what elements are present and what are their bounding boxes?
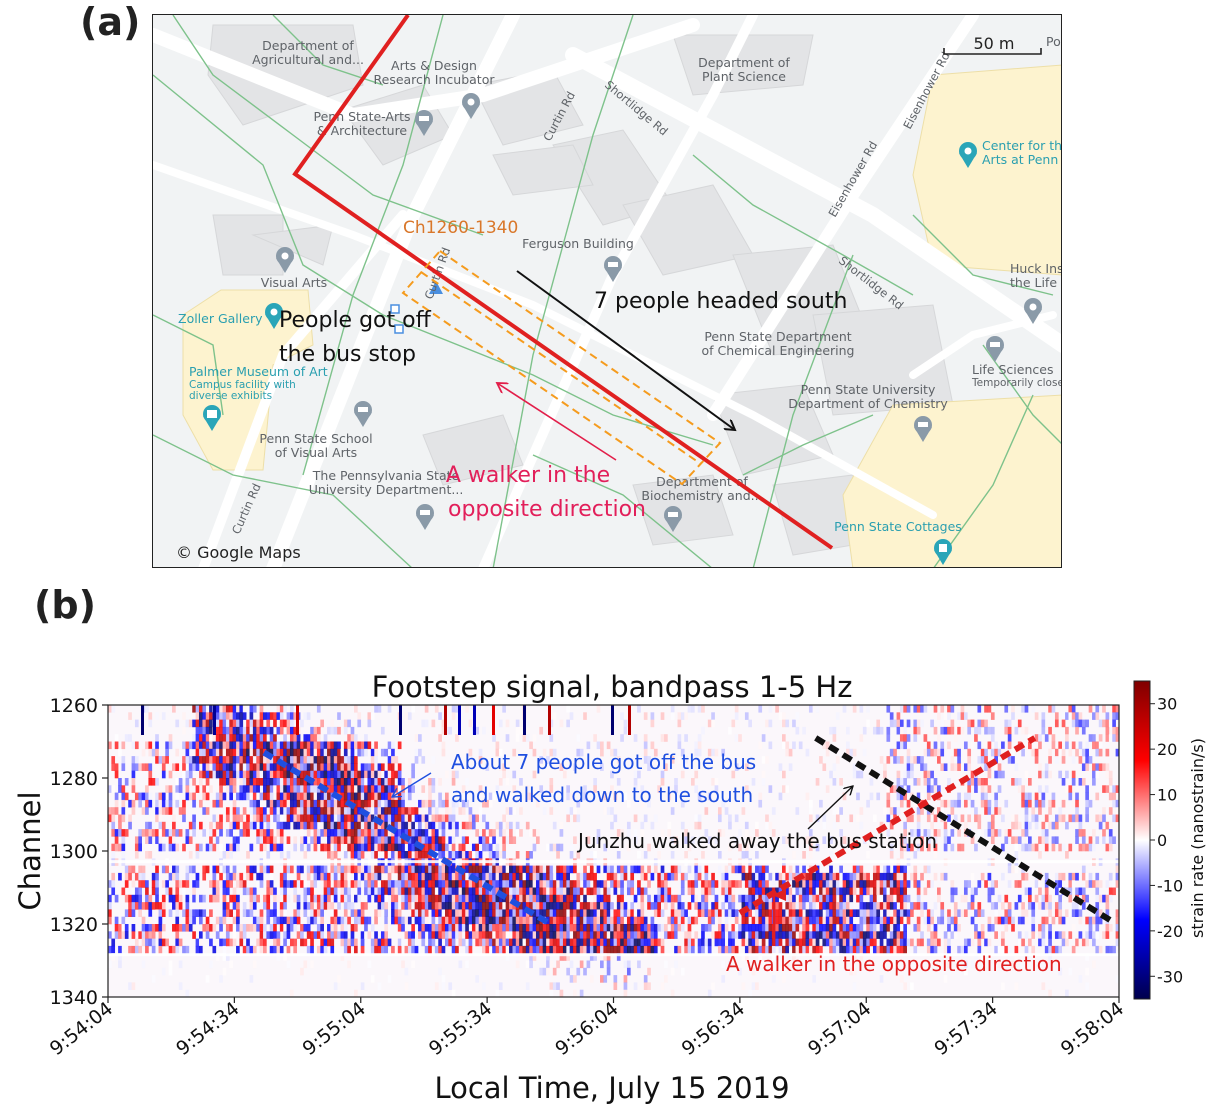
colorbar-tick-label: -30 (1157, 967, 1183, 986)
channel-box (401, 249, 722, 486)
heatmap-image (108, 705, 1120, 998)
y-tick-label: 1260 (50, 695, 98, 717)
map-markers (203, 93, 1042, 565)
y-axis-ticks: 1260 1280 1300 1320 1340 (50, 695, 108, 1009)
annotation-junzhu: Junzhu walked away the bus station (576, 829, 937, 853)
x-tick-label: 9:55:04 (299, 998, 370, 1060)
colorbar-tick-label: -20 (1157, 922, 1183, 941)
colorbar-ticks: 30 20 10 0 -10 -20 -30 (1150, 695, 1183, 986)
school-pin-icon (604, 256, 622, 282)
street-label: Eisenhower Rd (900, 50, 952, 132)
panel-a-label: (a) (80, 0, 141, 44)
x-tick-label: 9:57:34 (930, 998, 1001, 1060)
chart-panel: Footstep signal, bandpass 1-5 Hz 1260 128… (13, 670, 1207, 1105)
place-label: Department of Agricultural and... (252, 38, 364, 67)
place-label: Center for the Arts at Penn (982, 138, 1070, 167)
map-panel (152, 14, 1062, 568)
colorbar-tick-label: -10 (1157, 876, 1183, 895)
school-pin-icon (986, 336, 1004, 362)
map-scale-bar: 50 m (943, 34, 1042, 55)
place-label: Zoller Gallery (178, 311, 263, 326)
map-campus-areas (182, 64, 1061, 567)
walker-arrow (497, 383, 617, 461)
annotation-walker-chart: A walker in the opposite direction (726, 952, 1062, 976)
school-pin-icon (914, 416, 932, 442)
place-label: Visual Arts (261, 275, 327, 290)
place-label: The Pennsylvania State University Departm… (309, 468, 464, 497)
map-copyright: © Google Maps (176, 543, 301, 562)
street-label: Shortlidge Rd (602, 78, 671, 139)
lodging-pin-icon (934, 539, 952, 565)
street-label: Curtin Rd (540, 89, 578, 143)
x-axis-label: Local Time, July 15 2019 (434, 1071, 789, 1105)
trend-line (262, 749, 552, 927)
place-label: Department of Plant Science (698, 55, 790, 84)
map-pin-icon (1024, 298, 1042, 324)
place-label: Palmer Museum of Art Campus facility with… (189, 364, 328, 402)
place-label: Arts & Design Research Incubator (374, 58, 496, 87)
colorbar-tick-label: 20 (1157, 740, 1177, 759)
x-tick-label: 9:55:34 (425, 998, 496, 1060)
trend-line (814, 735, 1113, 923)
arts-pin-icon (959, 142, 977, 168)
y-tick-label: 1320 (50, 914, 98, 936)
map-footpaths (153, 15, 1061, 567)
gallery-pin-icon (265, 303, 283, 329)
trend-lines (262, 735, 1113, 927)
panel-b-label: (b) (34, 583, 96, 627)
school-pin-icon (664, 506, 682, 532)
map-roads (153, 15, 1061, 567)
museum-pin-icon (203, 405, 221, 431)
y-tick-label: 1340 (50, 987, 98, 1009)
fiber-route-line (292, 15, 834, 550)
school-pin-icon (354, 401, 372, 427)
place-label: Ferguson Building (522, 236, 634, 251)
bus-stop-icon (390, 304, 404, 334)
school-pin-icon (415, 110, 433, 136)
annotation-arrow (392, 772, 432, 797)
colorbar-label: strain rate (nanostrain/s) (1188, 738, 1207, 938)
scale-label: 50 m (973, 34, 1014, 53)
y-tick-label: 1300 (50, 841, 98, 863)
bus-stop-marker-icon (429, 281, 443, 294)
place-label: Huck Ins the Life (1010, 261, 1064, 290)
place-label: Penn State Department of Chemical Enginee… (702, 329, 855, 358)
south-arrow (516, 270, 735, 430)
trend-line (738, 735, 1037, 916)
y-tick-label: 1280 (50, 768, 98, 790)
street-label: Eisenhower Rd (825, 139, 880, 220)
street-label: Curtin Rd (229, 481, 264, 536)
x-tick-label: 9:58:04 (1057, 998, 1128, 1060)
y-axis-label: Channel (13, 791, 47, 910)
channel-box-label: Ch1260-1340 (403, 218, 518, 238)
colorbar-tick-label: 30 (1157, 695, 1177, 714)
map-pin-icon (462, 93, 480, 119)
place-label: Penn State School of Visual Arts (259, 431, 372, 460)
chart-title: Footstep signal, bandpass 1-5 Hz (372, 670, 853, 704)
map-canvas (153, 15, 1061, 567)
x-tick-label: 9:56:34 (678, 998, 749, 1060)
place-label: Penn State Cottages (834, 519, 962, 534)
place-label: Department of Biochemistry and... (641, 474, 762, 503)
x-axis-ticks: 9:54:04 9:54:34 9:55:04 9:55:34 9:56:04 9:56:… (46, 997, 1128, 1060)
annotation-south: 7 people headed south (594, 289, 847, 314)
colorbar-tick-label: 10 (1157, 786, 1177, 805)
x-tick-label: 9:56:04 (551, 998, 622, 1060)
annotation-walker: A walker in the opposite direction (446, 463, 646, 522)
annotation-arrow (807, 786, 853, 830)
place-label: Penn State-Arts & Architecture (313, 109, 410, 138)
x-tick-label: 9:57:04 (804, 998, 875, 1060)
colorbar (1133, 680, 1151, 1000)
map-pin-icon (276, 247, 294, 273)
colorbar-tick-label: 0 (1157, 831, 1167, 850)
place-label: Po (1046, 34, 1061, 49)
annotation-bus-group: About 7 people got off the bus and walked… (451, 750, 756, 807)
annotation-people-off: People got off the bus stop (279, 308, 432, 367)
place-label: Penn State University Department of Chemi… (788, 382, 948, 411)
place-label: Life Sciences Temporarily close (971, 362, 1064, 389)
school-pin-icon (416, 504, 434, 530)
map-annotations: Curtin Rd Shortlidge Rd Eisenhower Rd Ei… (176, 15, 1070, 562)
x-tick-label: 9:54:34 (172, 998, 243, 1060)
